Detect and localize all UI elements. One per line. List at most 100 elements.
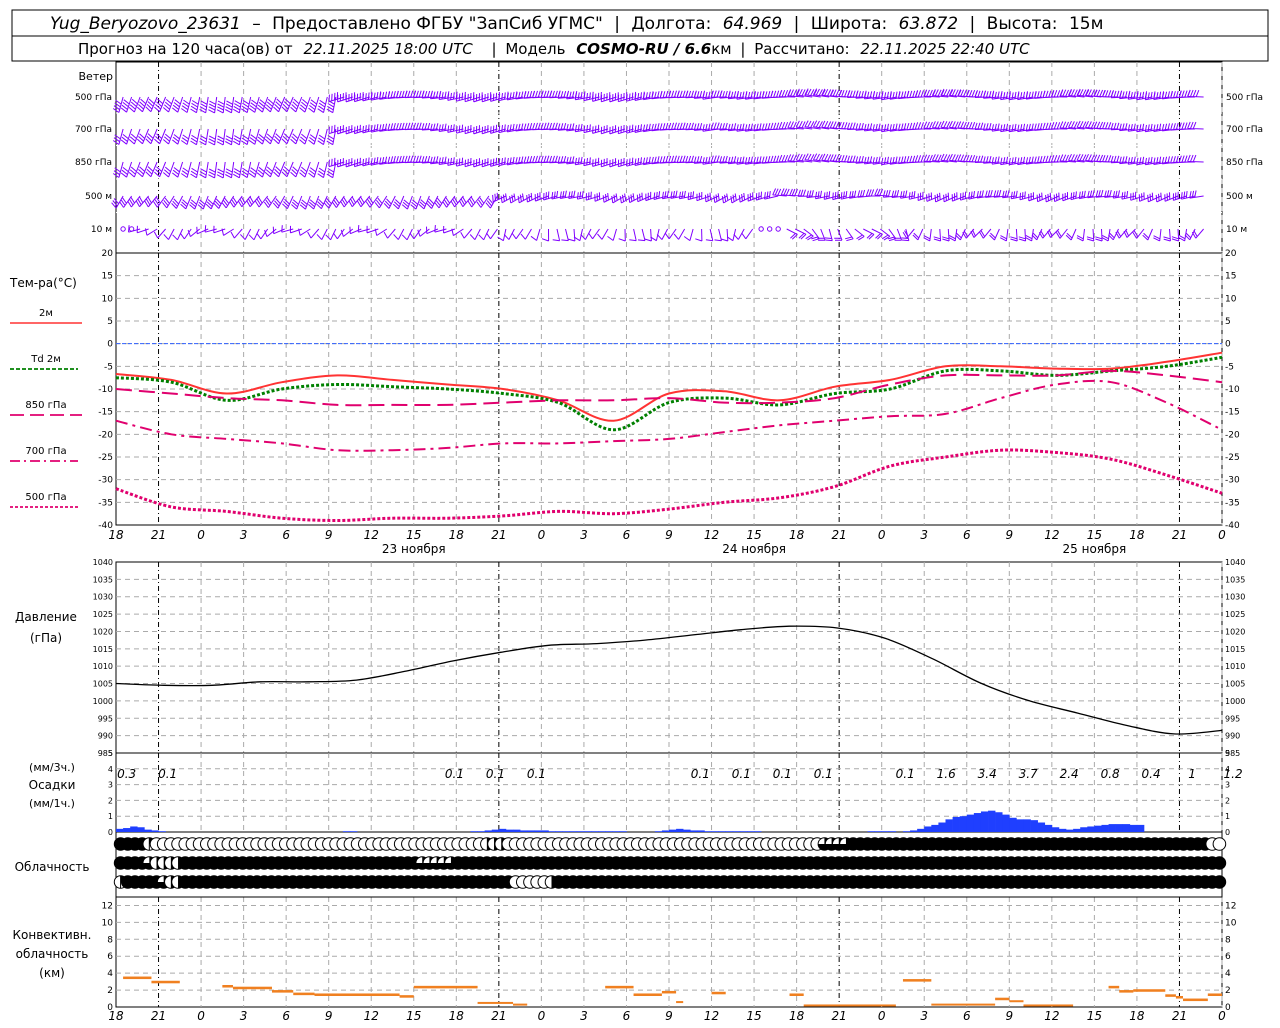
- precip-bar-60: [541, 830, 549, 832]
- wind-barb-0-80: [787, 89, 804, 98]
- wind-barb-3-122: [1147, 192, 1162, 203]
- wind-barb-0-52: [549, 90, 566, 99]
- precip-bar-77: [661, 830, 670, 832]
- wind-barb-4-21: [289, 225, 302, 234]
- precip-bar-140: [1108, 824, 1116, 832]
- wind-barb-3-28: [348, 195, 362, 208]
- wind-barb-4-48: [520, 228, 532, 240]
- wind-barb-4-66: [673, 228, 686, 240]
- precip-bar-126: [1009, 817, 1017, 832]
- wind-barb-0-89: [863, 90, 881, 100]
- precip-bar-138: [1094, 825, 1102, 832]
- precip-bar-61: [548, 831, 556, 832]
- precip-sum-19: 0.1: [896, 767, 915, 781]
- wind-barb-2-13: [225, 161, 235, 179]
- temp-hour-20: 6: [963, 528, 971, 542]
- wind-barb-3-119: [1121, 191, 1136, 200]
- wind-barb-2-8: [181, 161, 192, 178]
- wind-barb-2-3: [136, 161, 150, 178]
- wind-barb-3-127: [1189, 190, 1204, 199]
- wind-barb-0-3: [136, 96, 150, 113]
- wind-barb-1-110: [1042, 122, 1059, 130]
- wind-barb-1-39: [438, 123, 455, 132]
- wind-barb-3-125: [1172, 191, 1187, 201]
- wind-barb-0-75: [744, 91, 762, 100]
- conv-hour-17: 21: [832, 1009, 847, 1023]
- wind-level-right-2: 850 гПа: [1226, 158, 1263, 168]
- precip-bar-67: [591, 831, 599, 832]
- wind-barb-0-114: [1076, 88, 1094, 98]
- wind-barb-1-83: [812, 120, 830, 130]
- pressure-ytick-left-7: 1005: [93, 680, 113, 689]
- wind-barb-0-61: [626, 91, 643, 102]
- wind-barb-0-85: [829, 89, 847, 98]
- pressure-ytick-left-11: 985: [98, 749, 113, 758]
- wind-barb-4-25: [325, 228, 337, 241]
- temp-ytick-left-3: 5: [107, 317, 113, 327]
- temp-hour-12: 6: [623, 528, 631, 542]
- wind-barb-4-2: [128, 225, 141, 233]
- wind-barb-0-76: [753, 90, 770, 100]
- wind-barb-2-80: [787, 154, 804, 163]
- wind-barb-3-126: [1180, 191, 1196, 200]
- wind-barb-0-46: [498, 91, 515, 102]
- wind-barb-1-30: [362, 124, 379, 134]
- wind-barb-2-100: [957, 154, 974, 163]
- wind-barb-2-101: [965, 154, 983, 163]
- wind-barb-1-67: [676, 122, 694, 131]
- wind-barb-3-26: [331, 195, 345, 208]
- wind-barb-4-29: [357, 225, 370, 233]
- wind-barb-0-84: [821, 88, 838, 98]
- wind-barb-1-28: [345, 125, 362, 135]
- model-label: Модель: [505, 40, 565, 58]
- wind-barb-1-107: [1017, 123, 1034, 133]
- wind-barb-4-38: [434, 225, 447, 233]
- wind-barb-0-65: [659, 90, 677, 99]
- wind-barb-3-34: [401, 195, 413, 210]
- wind-barb-3-53: [559, 190, 575, 199]
- wind-barb-1-57: [592, 124, 609, 134]
- conv-segment-13: [661, 990, 677, 994]
- conv-segment-12: [633, 993, 662, 996]
- wind-barb-4-20: [281, 225, 294, 233]
- wind-barb-3-4: [144, 195, 158, 208]
- wind-barb-0-62: [634, 91, 651, 101]
- wind-barb-1-10: [199, 128, 209, 146]
- wind-barb-2-11: [208, 161, 218, 179]
- conv-hour-15: 15: [746, 1009, 761, 1023]
- wind-barb-4-82: [817, 228, 826, 241]
- wind-barb-4-104: [999, 228, 1009, 242]
- wind-barb-0-119: [1119, 90, 1136, 100]
- wind-level-right-3: 500 м: [1226, 192, 1253, 202]
- wind-barb-2-103: [982, 155, 1000, 164]
- wind-barb-1-80: [787, 121, 804, 130]
- precip-bar-64: [569, 831, 578, 832]
- precip-bar-82: [697, 830, 705, 832]
- conv-hour-3: 3: [240, 1009, 248, 1023]
- wind-barb-0-27: [337, 92, 353, 103]
- wind-barb-3-110: [1045, 192, 1060, 203]
- temp-hour-21: 9: [1005, 528, 1013, 542]
- wind-barb-3-46: [500, 193, 515, 204]
- conv-ytick-left-1: 10: [102, 918, 114, 928]
- wind-barb-2-49: [523, 155, 541, 164]
- conv-hour-22: 12: [1044, 1009, 1059, 1023]
- header: Yug_Beryozovo_23631 – Предоставлено ФГБУ…: [11, 9, 1269, 62]
- temp-ytick-right-3: 5: [1225, 317, 1231, 327]
- wind-barb-1-112: [1059, 121, 1077, 130]
- wind-barb-0-16: [248, 96, 260, 113]
- legend-label-td: Td 2м: [30, 354, 61, 365]
- wind-barb-2-47: [506, 156, 524, 166]
- wind-barb-0-8: [181, 96, 192, 113]
- wind-barb-2-36: [412, 155, 430, 164]
- precip-bar-136: [1080, 827, 1088, 832]
- wind-barb-1-115: [1085, 120, 1102, 130]
- precip-sum-25: 0.4: [1142, 767, 1161, 781]
- wind-barb-1-3: [136, 128, 150, 145]
- wind-barb-2-112: [1059, 154, 1077, 163]
- conv-hour-13: 9: [665, 1009, 673, 1023]
- wind-barb-0-19: [273, 96, 286, 113]
- conv-hour-2: 0: [197, 1009, 205, 1023]
- wind-barb-1-37: [421, 122, 438, 131]
- wind-barb-1-49: [523, 122, 541, 131]
